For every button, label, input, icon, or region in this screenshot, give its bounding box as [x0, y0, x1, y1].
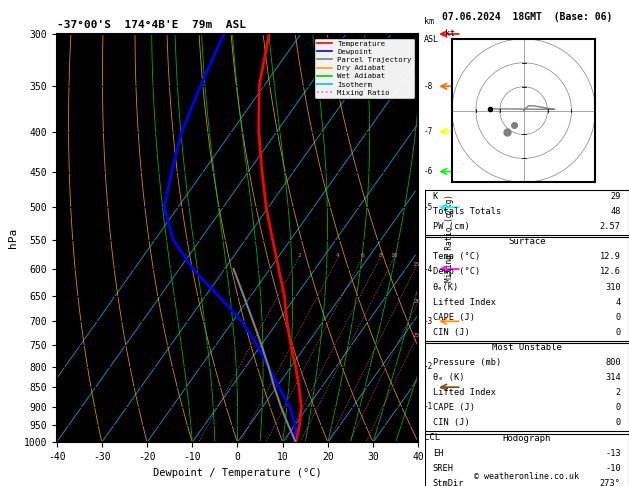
Text: θₑ (K): θₑ (K) [433, 373, 464, 382]
Text: StmDir: StmDir [433, 479, 464, 486]
Text: CIN (J): CIN (J) [433, 418, 469, 427]
Text: 4: 4 [616, 297, 621, 307]
Text: -4: -4 [424, 264, 433, 274]
Legend: Temperature, Dewpoint, Parcel Trajectory, Dry Adiabat, Wet Adiabat, Isotherm, Mi: Temperature, Dewpoint, Parcel Trajectory… [314, 37, 415, 99]
Text: θₑ(K): θₑ(K) [433, 282, 459, 292]
Text: -8: -8 [424, 82, 433, 91]
Text: 29: 29 [610, 192, 621, 201]
Text: 48: 48 [610, 207, 621, 216]
Text: CAPE (J): CAPE (J) [433, 403, 475, 412]
Y-axis label: hPa: hPa [8, 228, 18, 248]
Text: © weatheronline.co.uk: © weatheronline.co.uk [474, 472, 579, 481]
Text: kt: kt [445, 29, 455, 38]
Text: -37°00'S  174°4B'E  79m  ASL: -37°00'S 174°4B'E 79m ASL [57, 20, 245, 31]
Text: -6: -6 [424, 167, 433, 176]
Text: 8: 8 [378, 253, 382, 258]
Text: Dewp (°C): Dewp (°C) [433, 267, 480, 277]
Text: 20: 20 [413, 299, 421, 304]
Text: -1: -1 [424, 402, 433, 411]
Text: 4: 4 [336, 253, 340, 258]
Text: 25: 25 [413, 332, 420, 338]
Text: -10: -10 [605, 464, 621, 473]
Text: Mixing Ratio (g/kg): Mixing Ratio (g/kg) [445, 194, 454, 282]
Text: 6: 6 [360, 253, 364, 258]
Text: -2: -2 [424, 362, 433, 371]
Text: ASL: ASL [424, 35, 438, 44]
Text: LCL: LCL [424, 433, 440, 442]
Text: Lifted Index: Lifted Index [433, 388, 496, 397]
Text: Totals Totals: Totals Totals [433, 207, 501, 216]
Text: 12.9: 12.9 [600, 252, 621, 261]
Text: -3: -3 [424, 317, 433, 326]
Text: -5: -5 [424, 203, 433, 212]
Text: -7: -7 [424, 127, 433, 136]
Text: 0: 0 [616, 328, 621, 337]
Text: 314: 314 [605, 373, 621, 382]
X-axis label: Dewpoint / Temperature (°C): Dewpoint / Temperature (°C) [153, 468, 322, 478]
Text: Pressure (mb): Pressure (mb) [433, 358, 501, 367]
Text: 07.06.2024  18GMT  (Base: 06): 07.06.2024 18GMT (Base: 06) [442, 12, 612, 22]
Text: Most Unstable: Most Unstable [492, 343, 562, 352]
Text: 15: 15 [412, 262, 420, 267]
Text: PW (cm): PW (cm) [433, 222, 469, 231]
Text: Hodograph: Hodograph [503, 434, 551, 443]
Text: 10: 10 [391, 253, 398, 258]
Text: -13: -13 [605, 449, 621, 458]
Text: CAPE (J): CAPE (J) [433, 312, 475, 322]
Text: 273°: 273° [600, 479, 621, 486]
Text: Lifted Index: Lifted Index [433, 297, 496, 307]
Text: 12.6: 12.6 [600, 267, 621, 277]
Text: SREH: SREH [433, 464, 454, 473]
Text: 2: 2 [616, 388, 621, 397]
Text: EH: EH [433, 449, 443, 458]
Text: CIN (J): CIN (J) [433, 328, 469, 337]
Text: km: km [424, 17, 434, 26]
Text: 310: 310 [605, 282, 621, 292]
Text: 0: 0 [616, 312, 621, 322]
Text: 0: 0 [616, 418, 621, 427]
Text: 2.57: 2.57 [600, 222, 621, 231]
Text: 2: 2 [297, 253, 301, 258]
Text: K: K [433, 192, 438, 201]
Text: Surface: Surface [508, 237, 545, 246]
Text: Temp (°C): Temp (°C) [433, 252, 480, 261]
Text: 800: 800 [605, 358, 621, 367]
Text: 0: 0 [616, 403, 621, 412]
